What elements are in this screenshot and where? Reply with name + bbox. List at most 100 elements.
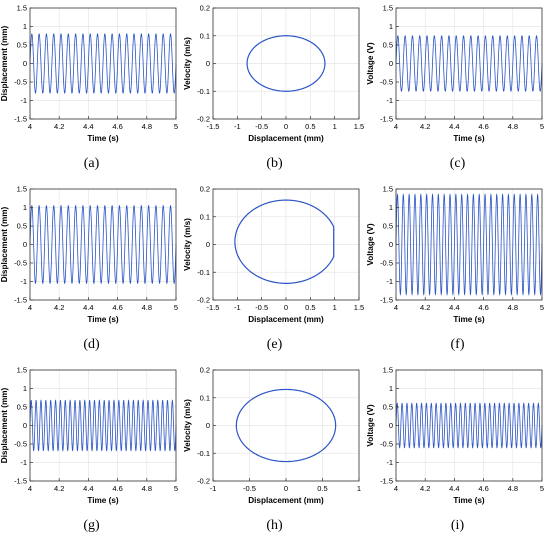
x-tick-label: 1 xyxy=(333,122,337,131)
caption-f: (f) xyxy=(450,337,465,352)
x-tick-label: 1.5 xyxy=(354,303,364,312)
caption-e: (e) xyxy=(266,337,283,352)
data-series-line xyxy=(29,399,177,452)
y-tick-label: 0.1 xyxy=(200,212,210,221)
x-tick-label: 1 xyxy=(333,303,337,312)
y-tick-label: 0 xyxy=(23,240,27,249)
x-tick-label: 4.6 xyxy=(112,303,122,312)
x-tick-label: 0.5 xyxy=(317,484,327,493)
x-axis-label: Time (s) xyxy=(453,134,485,143)
y-tick-label: 0 xyxy=(206,240,210,249)
phase-orbit-line xyxy=(234,199,335,284)
y-tick-label: -0.1 xyxy=(197,268,210,277)
panel-i: 4 4.2 4.4 4.6 4.8 5 -1.5 -1 -0.5 0 0.5 1 1.5 Time (s)… xyxy=(366,362,549,543)
x-axis-label: Time (s) xyxy=(453,315,485,324)
x-tick-label: 5 xyxy=(174,484,178,493)
y-tick-label: 0.5 xyxy=(17,222,27,231)
x-tick-label: -0.5 xyxy=(255,122,268,131)
x-tick-label: 4.6 xyxy=(478,303,488,312)
data-series-line xyxy=(29,205,177,284)
data-series-line xyxy=(29,33,177,94)
x-tick-label: -1 xyxy=(210,484,217,493)
y-tick-label: -0.5 xyxy=(14,440,27,449)
x-tick-label: 0 xyxy=(284,484,288,493)
y-tick-label: -0.5 xyxy=(380,440,393,449)
x-axis-label: Displacement (mm) xyxy=(248,134,324,143)
x-tick-label: 4.2 xyxy=(54,484,64,493)
x-tick-label: -1.5 xyxy=(207,122,220,131)
x-tick-label: 4.2 xyxy=(54,122,64,131)
panel-d: 4 4.2 4.4 4.6 4.8 5 -1.5 -1 -0.5 0 0.5 1 1.5 Time (s)… xyxy=(0,181,183,362)
x-tick-label: 5 xyxy=(174,303,178,312)
chart-d: 4 4.2 4.4 4.6 4.8 5 -1.5 -1 -0.5 0 0.5 1 1.5 Time (s)… xyxy=(0,185,178,324)
phase-orbit-line xyxy=(246,35,326,92)
y-tick-label: -0.1 xyxy=(197,87,210,96)
phase-orbit-line xyxy=(235,388,337,463)
chart-a: 4 4.2 4.4 4.6 4.8 5 -1.5 -1 -0.5 0 0.5 1 1.5 Time (s)… xyxy=(0,4,178,143)
x-tick-label: 4 xyxy=(394,303,398,312)
x-tick-label: 4.8 xyxy=(508,122,518,131)
x-tick-label: 5 xyxy=(540,122,544,131)
x-tick-label: 0.5 xyxy=(305,303,315,312)
panel-a: 4 4.2 4.4 4.6 4.8 5 -1.5 -1 -0.5 0 0.5 1 1.5 Time (s)… xyxy=(0,0,183,181)
y-tick-label: 0 xyxy=(206,59,210,68)
chart-h: -1 -0.5 0 0.5 1 -0.2 -0.1 0 0.1 0.2 Displacement (… xyxy=(183,366,361,505)
chart-f: 4 4.2 4.4 4.6 4.8 5 -1.5 -1 -0.5 0 0.5 1 1.5 Time (s)… xyxy=(366,185,544,324)
x-tick-label: 4.4 xyxy=(449,303,459,312)
x-tick-label: 4.8 xyxy=(508,303,518,312)
caption-h: (h) xyxy=(266,518,283,533)
x-axis-label: Displacement (mm) xyxy=(248,315,324,324)
y-tick-label: 1.5 xyxy=(17,4,27,13)
y-tick-label: -0.5 xyxy=(380,259,393,268)
y-tick-label: -0.1 xyxy=(197,449,210,458)
panel-b: -1.5 -1 -0.5 0 0.5 1 1.5 -0.2 -0.1 0 0.1 0.2 Displac… xyxy=(183,0,366,181)
y-tick-label: 0.1 xyxy=(200,393,210,402)
y-axis-label: Velocity (m/s) xyxy=(183,218,192,271)
chart-i: 4 4.2 4.4 4.6 4.8 5 -1.5 -1 -0.5 0 0.5 1 1.5 Time (s)… xyxy=(366,366,544,505)
x-axis-label: Time (s) xyxy=(453,496,485,505)
y-tick-label: -1.5 xyxy=(380,115,393,124)
y-tick-label: 0.5 xyxy=(383,403,393,412)
y-tick-label: -0.5 xyxy=(14,78,27,87)
chart-c: 4 4.2 4.4 4.6 4.8 5 -1.5 -1 -0.5 0 0.5 1 1.5 Time (s)… xyxy=(366,4,544,143)
y-tick-label: 0.5 xyxy=(17,41,27,50)
y-axis-label: Displacement (mm) xyxy=(0,206,9,282)
chart-e: -1.5 -1 -0.5 0 0.5 1 1.5 -0.2 -0.1 0 0.1 0.2 Displac… xyxy=(183,185,364,324)
panel-g: 4 4.2 4.4 4.6 4.8 5 -1.5 -1 -0.5 0 0.5 1 1.5 Time (s)… xyxy=(0,362,183,543)
x-tick-label: 5 xyxy=(540,484,544,493)
x-axis-label: Time (s) xyxy=(87,496,119,505)
y-axis-label: Displacement (mm) xyxy=(0,25,9,101)
x-tick-label: 4 xyxy=(394,484,398,493)
y-tick-label: -1.5 xyxy=(14,477,27,486)
x-tick-label: 4.4 xyxy=(83,122,93,131)
x-tick-label: 4.6 xyxy=(112,122,122,131)
y-tick-label: 0.5 xyxy=(383,222,393,231)
x-tick-label: 4.2 xyxy=(420,303,430,312)
y-tick-label: 1 xyxy=(23,203,27,212)
y-tick-label: -0.2 xyxy=(197,296,210,305)
y-tick-label: 0 xyxy=(206,421,210,430)
x-tick-label: 4 xyxy=(394,122,398,131)
x-tick-label: -0.5 xyxy=(255,303,268,312)
x-tick-label: 4.8 xyxy=(142,122,152,131)
x-axis-label: Time (s) xyxy=(87,134,119,143)
y-tick-label: -1 xyxy=(386,96,393,105)
y-tick-label: 1.5 xyxy=(383,366,393,375)
x-axis-label: Time (s) xyxy=(87,315,119,324)
x-tick-label: 4.4 xyxy=(449,122,459,131)
y-tick-label: 0.5 xyxy=(383,41,393,50)
y-tick-label: 1.5 xyxy=(17,366,27,375)
y-tick-label: -1.5 xyxy=(14,296,27,305)
data-series-line xyxy=(395,35,543,92)
x-tick-label: -0.5 xyxy=(243,484,256,493)
y-tick-label: -0.5 xyxy=(380,78,393,87)
y-tick-label: 1.5 xyxy=(17,185,27,194)
y-tick-label: -0.2 xyxy=(197,477,210,486)
y-tick-label: 0 xyxy=(389,240,393,249)
y-tick-label: -1 xyxy=(20,277,27,286)
x-tick-label: 4.8 xyxy=(142,484,152,493)
x-tick-label: 4 xyxy=(28,484,32,493)
caption-c: (c) xyxy=(449,156,466,171)
y-tick-label: -1.5 xyxy=(380,296,393,305)
panel-e: -1.5 -1 -0.5 0 0.5 1 1.5 -0.2 -0.1 0 0.1 0.2 Displac… xyxy=(183,181,366,362)
